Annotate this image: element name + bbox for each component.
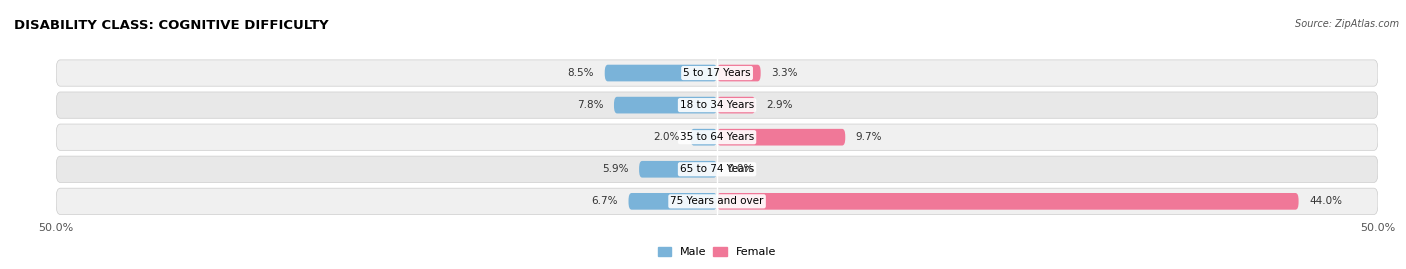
Text: 9.7%: 9.7% <box>856 132 883 142</box>
FancyBboxPatch shape <box>717 129 845 146</box>
Text: 3.3%: 3.3% <box>772 68 797 78</box>
Text: 65 to 74 Years: 65 to 74 Years <box>681 164 754 174</box>
Text: 7.8%: 7.8% <box>576 100 603 110</box>
FancyBboxPatch shape <box>56 60 1378 86</box>
Text: 5.9%: 5.9% <box>602 164 628 174</box>
Text: 18 to 34 Years: 18 to 34 Years <box>681 100 754 110</box>
FancyBboxPatch shape <box>605 65 717 82</box>
Text: 75 Years and over: 75 Years and over <box>671 196 763 206</box>
Text: DISABILITY CLASS: COGNITIVE DIFFICULTY: DISABILITY CLASS: COGNITIVE DIFFICULTY <box>14 19 329 32</box>
Text: Source: ZipAtlas.com: Source: ZipAtlas.com <box>1295 19 1399 29</box>
FancyBboxPatch shape <box>717 65 761 82</box>
FancyBboxPatch shape <box>56 188 1378 214</box>
Text: 44.0%: 44.0% <box>1309 196 1343 206</box>
Legend: Male, Female: Male, Female <box>654 242 780 262</box>
FancyBboxPatch shape <box>717 193 1299 210</box>
Text: 5 to 17 Years: 5 to 17 Years <box>683 68 751 78</box>
Text: 6.7%: 6.7% <box>592 196 617 206</box>
FancyBboxPatch shape <box>56 156 1378 182</box>
Text: 2.9%: 2.9% <box>766 100 793 110</box>
Text: 8.5%: 8.5% <box>568 68 595 78</box>
FancyBboxPatch shape <box>614 97 717 114</box>
FancyBboxPatch shape <box>56 124 1378 150</box>
FancyBboxPatch shape <box>690 129 717 146</box>
Text: 0.0%: 0.0% <box>728 164 754 174</box>
FancyBboxPatch shape <box>628 193 717 210</box>
FancyBboxPatch shape <box>56 92 1378 118</box>
FancyBboxPatch shape <box>717 97 755 114</box>
Text: 2.0%: 2.0% <box>654 132 681 142</box>
FancyBboxPatch shape <box>640 161 717 178</box>
Text: 35 to 64 Years: 35 to 64 Years <box>681 132 754 142</box>
